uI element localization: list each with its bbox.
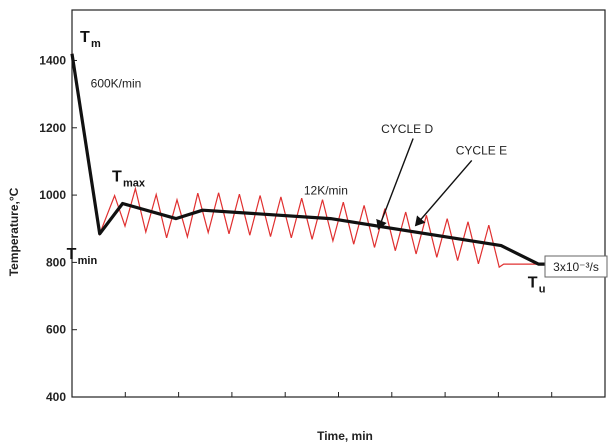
y-tick-label: 400 [46,390,66,404]
strain-rate-label: 3x10⁻³/s [553,260,599,274]
tmin-label-sub: min [78,255,98,267]
tmax-label: T max [112,169,146,190]
cycle-e-label: CYCLE E [456,144,507,158]
tu-label: T u [528,275,546,296]
strain-rate-box [544,255,608,278]
y-tick-label: 1400 [39,53,66,67]
cycle-d-label: CYCLE D [381,122,433,136]
series-cycle-d-line [70,53,605,266]
tu-label-sub: u [539,284,546,296]
y-tick-label: 1000 [39,188,66,202]
x-axis-title: Time, min [317,429,373,443]
tu-label-main: T [528,275,538,292]
tm-label-sub: m [91,38,101,50]
tmax-label-main: T [112,169,122,186]
cycle-e-arrow [414,159,473,227]
y-tick-label: 600 [46,323,66,337]
tmin-label: T min [67,246,98,267]
y-tick-label: 1200 [39,121,66,135]
series-cycle-e-line [71,53,605,269]
tm-label: T m [80,29,101,50]
plot-layer: 400 600 800 1000 1200 1400 [39,9,606,404]
plot-frame [71,9,606,398]
y-axis-title: Temperature,°C [7,187,21,276]
tm-label-main: T [80,29,90,46]
rate-12-label: 12K/min [304,183,348,197]
y-tick-label: 800 [46,255,66,269]
tmax-label-sub: max [123,178,146,190]
cycle-d-arrow [376,138,414,231]
rate-600-label: 600K/min [91,76,142,90]
tmin-label-main: T [67,246,77,263]
